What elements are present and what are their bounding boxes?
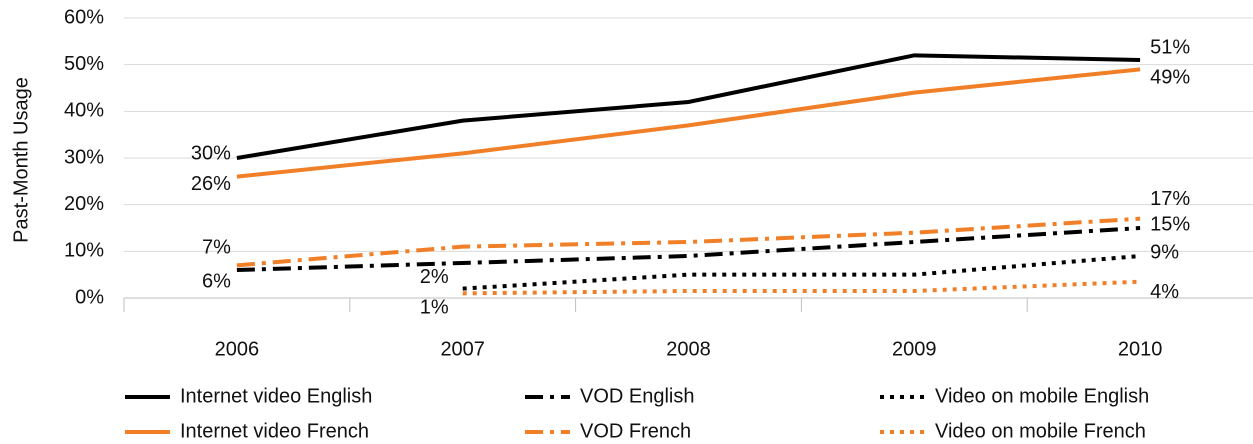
data-label: 7% [202, 237, 231, 259]
series-line [462, 279, 1141, 296]
data-label: 6% [202, 270, 231, 292]
x-tick-label: 2007 [440, 338, 485, 360]
legend-label: VOD English [580, 385, 695, 407]
y-tick-label: 50% [64, 53, 104, 75]
legend-label: Video on mobile English [935, 385, 1149, 407]
data-label: 15% [1150, 213, 1190, 235]
legend-label: Internet video French [180, 420, 369, 442]
y-tick-label: 40% [64, 100, 104, 122]
data-label: 1% [420, 297, 449, 319]
y-tick-label: 0% [75, 286, 104, 308]
x-tick-label: 2010 [1118, 338, 1163, 360]
series-line [236, 67, 1141, 179]
x-tick-label: 2009 [892, 338, 937, 360]
x-tick-label: 2008 [666, 338, 711, 360]
data-label: 26% [191, 173, 231, 195]
y-tick-label: 60% [64, 6, 104, 28]
series-line [462, 254, 1141, 291]
y-tick-label: 10% [64, 240, 104, 262]
series-line [236, 216, 1141, 268]
data-label: 2% [420, 266, 449, 288]
x-tick-label: 2006 [215, 338, 260, 360]
data-label: 51% [1150, 36, 1190, 58]
data-label: 9% [1150, 241, 1179, 263]
data-label: 30% [191, 142, 231, 164]
y-axis-label: Past-Month Usage [10, 77, 32, 243]
data-label: 4% [1150, 281, 1179, 303]
data-label: 17% [1150, 188, 1190, 210]
series-line [236, 226, 1141, 272]
legend-label: Video on mobile French [935, 420, 1146, 442]
legend-label: Internet video English [180, 385, 372, 407]
legend-label: VOD French [580, 420, 691, 442]
y-tick-label: 30% [64, 146, 104, 168]
data-label: 49% [1150, 67, 1190, 89]
y-tick-label: 20% [64, 193, 104, 215]
series-line [236, 53, 1141, 160]
